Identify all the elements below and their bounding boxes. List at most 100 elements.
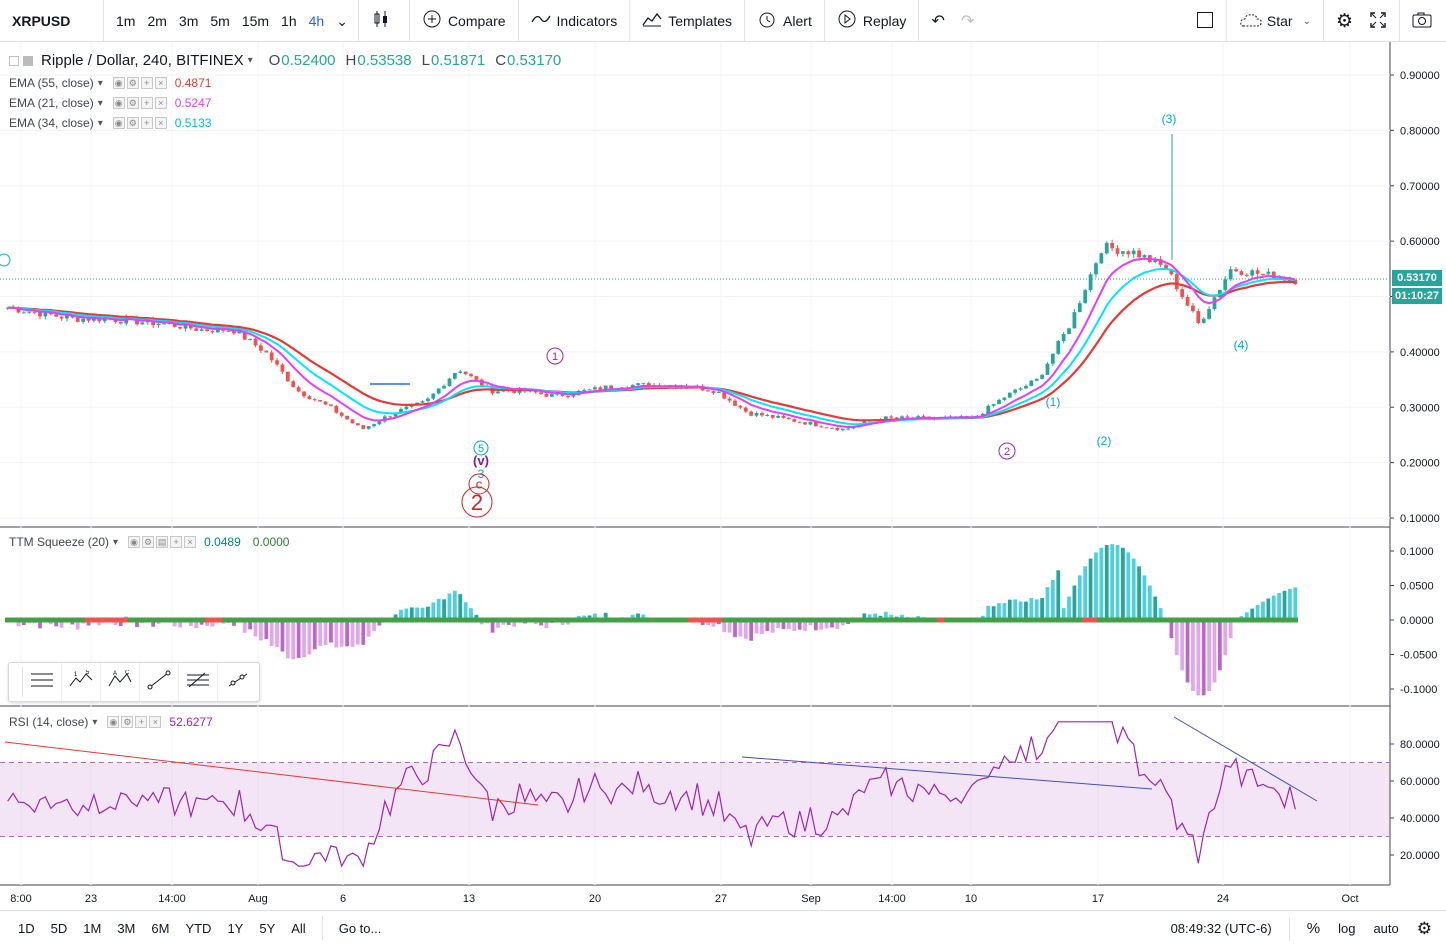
series-title-chevron-icon[interactable]: ▾	[247, 55, 253, 66]
gear-icon[interactable]: ⚙	[121, 716, 134, 728]
close-icon[interactable]: ×	[184, 536, 197, 548]
draw-horizontal-lines-button[interactable]	[23, 663, 62, 701]
alert-button[interactable]: Alert	[749, 0, 820, 42]
range-1y[interactable]: 1Y	[227, 920, 244, 936]
candle-body	[415, 402, 420, 405]
candle-body	[458, 371, 463, 373]
ema55-chevron-icon[interactable]: ▾	[97, 77, 103, 89]
plus-icon[interactable]: +	[140, 77, 153, 89]
draw-ray-button[interactable]	[218, 663, 257, 701]
chart-canvas[interactable]: 0.900000.800000.700000.600000.500000.400…	[0, 42, 1446, 910]
range-5d[interactable]: 5D	[50, 920, 68, 936]
ema21-legend[interactable]: EMA (21, close) ▾ ◉ ⚙ + × 0.5247	[9, 96, 211, 110]
replay-button[interactable]: Replay	[829, 0, 915, 42]
ttm-bar	[1034, 599, 1039, 620]
undo-icon: ↶	[931, 12, 945, 30]
chart-type-button[interactable]	[363, 0, 405, 42]
ttm-bar	[765, 620, 770, 632]
drag-handle[interactable]	[9, 667, 23, 697]
gear-icon[interactable]: ⚙	[126, 97, 139, 109]
interval-5m[interactable]: 5m	[210, 12, 230, 29]
gear-icon[interactable]: ⚙	[126, 117, 139, 129]
low-value: 0.51871	[430, 52, 486, 69]
interval-15m[interactable]: 15m	[241, 12, 270, 29]
rsi-chevron-icon[interactable]: ▾	[92, 716, 98, 728]
interval-3m[interactable]: 3m	[178, 12, 199, 29]
layout-button[interactable]	[1188, 0, 1222, 42]
indicators-button[interactable]: Indicators	[523, 0, 626, 42]
range-1m[interactable]: 1M	[83, 920, 102, 936]
ema34-legend[interactable]: EMA (34, close) ▾ ◉ ⚙ + × 0.5133	[9, 116, 211, 130]
draw-fib-button[interactable]	[179, 663, 218, 701]
draw-trend-line-button[interactable]	[140, 663, 179, 701]
gear-icon[interactable]: ⚙	[126, 77, 139, 89]
ttm-bar	[323, 620, 328, 646]
ttm-legend[interactable]: TTM Squeeze (20) ▾ ◉ ⚙ ▤ + × 0.0489 0.0000	[9, 535, 289, 549]
range-ytd[interactable]: YTD	[185, 920, 212, 936]
fullscreen-button[interactable]	[1361, 0, 1395, 42]
templates-label: Templates	[668, 12, 733, 29]
range-6m[interactable]: 6M	[151, 920, 170, 936]
rsi-legend[interactable]: RSI (14, close) ▾ ◉ ⚙ + × 52.6277	[9, 715, 213, 729]
interval-1m[interactable]: 1m	[116, 12, 136, 29]
goto-button[interactable]: Go to...	[338, 920, 382, 936]
candle-body	[776, 415, 780, 418]
ttm-bar	[178, 620, 182, 628]
rsi-controls[interactable]: ◉ ⚙ + ×	[107, 716, 163, 728]
interval-1h[interactable]: 1h	[281, 12, 297, 29]
range-5y[interactable]: 5Y	[259, 920, 276, 936]
close-icon[interactable]: ×	[154, 117, 167, 129]
auto-toggle[interactable]: auto	[1373, 921, 1399, 936]
ema55-legend[interactable]: EMA (55, close) ▾ ◉ ⚙ + × 0.4871	[9, 76, 211, 90]
gear-icon[interactable]: ⚙	[1416, 918, 1432, 938]
ema34-chevron-icon[interactable]: ▾	[97, 117, 103, 129]
clock-time[interactable]: 08:49:32 (UTC-6)	[1170, 921, 1272, 936]
settings-button[interactable]: ⚙	[1328, 0, 1361, 42]
candle-body	[1164, 264, 1168, 270]
interval-dropdown-chevron-icon[interactable]: ⌄	[336, 12, 348, 29]
eye-icon[interactable]: ◉	[128, 536, 141, 548]
log-toggle[interactable]: log	[1338, 921, 1356, 936]
close-icon[interactable]: ×	[149, 716, 162, 728]
plus-icon[interactable]: +	[170, 536, 183, 548]
interval-4h[interactable]: 4h	[308, 12, 325, 29]
interval-2m[interactable]: 2m	[147, 12, 167, 29]
plus-icon[interactable]: +	[140, 97, 153, 109]
candle-body	[803, 422, 807, 425]
undo-button[interactable]: ↶	[923, 0, 952, 42]
ttm-bar	[232, 620, 236, 626]
close-icon[interactable]: ×	[154, 77, 167, 89]
legend-collapse-icon[interactable]	[9, 55, 19, 66]
templates-button[interactable]: Templates	[634, 0, 740, 42]
source-icon[interactable]: ▤	[156, 536, 169, 548]
redo-button[interactable]: ↷	[953, 0, 982, 42]
ttm-controls[interactable]: ◉ ⚙ ▤ + ×	[128, 536, 198, 548]
ema55-controls[interactable]: ◉ ⚙ + ×	[112, 77, 169, 89]
star-button[interactable]: Star ⌄	[1231, 0, 1319, 42]
ema34-controls[interactable]: ◉ ⚙ + ×	[112, 117, 169, 129]
range-all[interactable]: All	[291, 920, 306, 936]
range-1d[interactable]: 1D	[18, 920, 35, 936]
compare-button[interactable]: Compare	[414, 0, 514, 42]
gear-icon[interactable]: ⚙	[142, 536, 155, 548]
wave-label-2-circle	[998, 442, 1016, 460]
eye-icon[interactable]: ◉	[107, 716, 120, 728]
range-3m[interactable]: 3M	[117, 920, 136, 936]
plus-icon[interactable]: +	[140, 117, 153, 129]
ttm-bar	[1196, 620, 1201, 696]
percent-toggle[interactable]: %	[1306, 920, 1321, 937]
ema21-controls[interactable]: ◉ ⚙ + ×	[112, 97, 169, 109]
snapshot-button[interactable]	[1404, 0, 1446, 42]
series-title[interactable]: Ripple / Dollar, 240, BITFINEX	[41, 52, 244, 69]
close-icon[interactable]: ×	[154, 97, 167, 109]
ema21-chevron-icon[interactable]: ▾	[97, 97, 103, 109]
symbol-search[interactable]: XRPUSD	[0, 0, 104, 42]
eye-icon[interactable]: ◉	[112, 77, 125, 89]
eye-icon[interactable]: ◉	[112, 117, 125, 129]
ttm-bar	[835, 620, 840, 629]
plus-icon[interactable]: +	[135, 716, 148, 728]
ttm-chevron-icon[interactable]: ▾	[113, 536, 119, 548]
eye-icon[interactable]: ◉	[112, 97, 125, 109]
